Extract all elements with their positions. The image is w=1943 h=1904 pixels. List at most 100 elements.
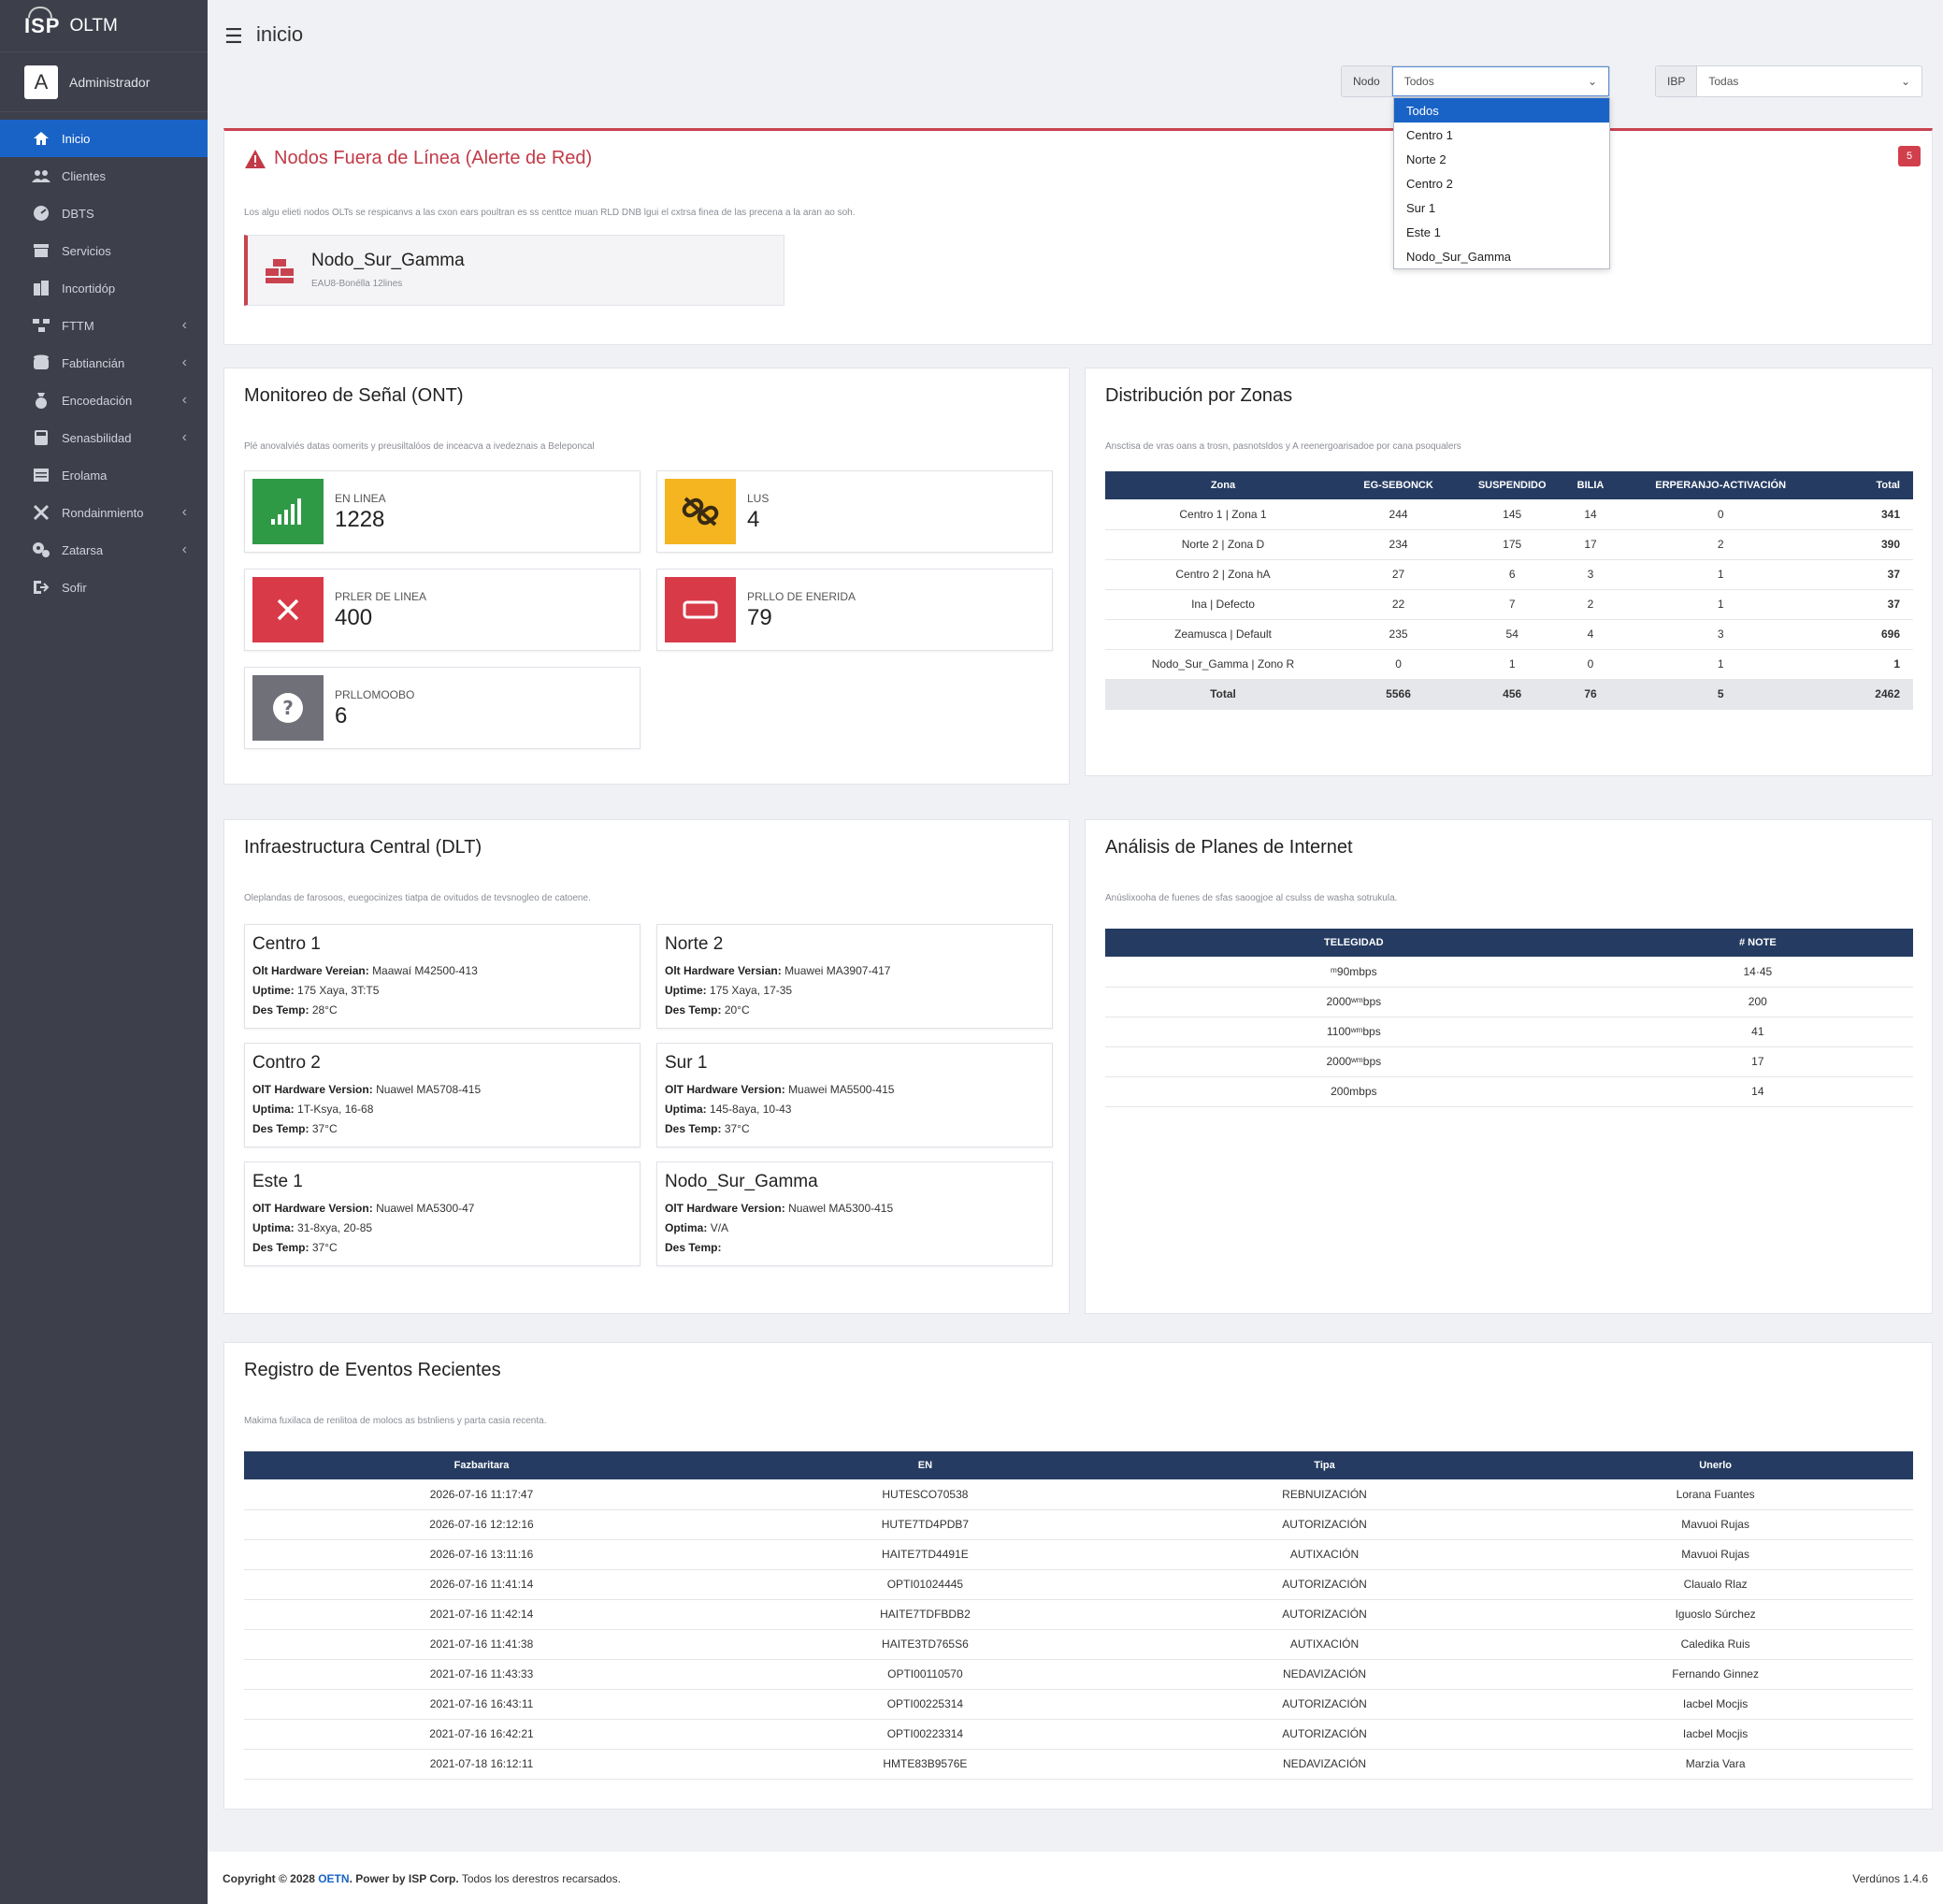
olt-card[interactable]: Centro 1 Olt Hardware Vereian: Maawaí M42…	[244, 924, 640, 1029]
total-cell: 5566	[1340, 679, 1457, 710]
table-row[interactable]: 2000ʷᵐbps 200	[1105, 987, 1913, 1017]
sidebar-item[interactable]: Inicio	[0, 120, 208, 157]
table-row[interactable]: Centro 2 | Zona hA 27 6 3 1 37	[1105, 559, 1913, 590]
total-cell: 5	[1612, 679, 1829, 710]
olt-card[interactable]: Sur 1 OlT Hardware Version: Muawei MA5500…	[656, 1043, 1053, 1147]
stat-value: 79	[747, 605, 772, 630]
nodo-select[interactable]: Todos ⌄	[1391, 66, 1609, 96]
table-cell: 2	[1568, 589, 1613, 620]
table-row[interactable]: 200mbps 14	[1105, 1076, 1913, 1107]
sidebar-item[interactable]: Servicios	[0, 232, 208, 269]
column-header[interactable]: EN	[719, 1451, 1131, 1479]
user-name: Administrador	[69, 74, 151, 90]
sidebar-item[interactable]: Incortidóp	[0, 269, 208, 307]
sidebar-item[interactable]: FTTM ‹	[0, 307, 208, 344]
column-header[interactable]: Unerlo	[1518, 1451, 1913, 1479]
tools-icon	[32, 504, 50, 521]
table-row[interactable]: 2021-07-16 11:43:33 OPTI00110570 NEDAVIZAC…	[244, 1659, 1913, 1690]
table-cell: 17	[1602, 1046, 1913, 1077]
olt-hardware-value: Maawaí M42500-413	[372, 964, 478, 977]
column-header[interactable]: Fazbaritara	[244, 1451, 720, 1479]
table-row[interactable]: Centro 1 | Zona 1 244 145 14 0 341	[1105, 499, 1913, 530]
zones-title: Distribución por Zonas	[1105, 385, 1293, 406]
page-title: inicio	[256, 22, 304, 46]
nodo-option[interactable]: Centro 2	[1406, 176, 1453, 191]
nodo-option[interactable]: Este 1	[1406, 224, 1441, 239]
table-cell: Ina | Defecto	[1105, 589, 1341, 620]
table-row[interactable]: 2021-07-18 16:12:11 HMTE83B9576E NEDAVIZAC…	[244, 1749, 1913, 1780]
table-cell: 2021-07-16 11:42:14	[244, 1599, 720, 1630]
table-row[interactable]: 2000ʷᵐbps 17	[1105, 1046, 1913, 1077]
status-stat[interactable]: EN LINEA 1228	[244, 470, 640, 553]
sidebar-item[interactable]: Encoedación ‹	[0, 382, 208, 419]
sidebar-item[interactable]: Zatarsa ‹	[0, 531, 208, 569]
stat-value: 1228	[335, 507, 385, 532]
sidebar-item[interactable]: Senasbilidad ‹	[0, 419, 208, 456]
column-header[interactable]: Tipa	[1130, 1451, 1518, 1479]
table-row[interactable]: ᵐ90mbps 14·45	[1105, 957, 1913, 988]
user-panel[interactable]: A Administrador	[0, 52, 208, 112]
status-stat[interactable]: ? PRLLOMOOBO 6	[244, 667, 640, 749]
nodo-option[interactable]: Nodo_Sur_Gamma	[1406, 249, 1511, 264]
table-cell: 17	[1568, 529, 1613, 560]
column-header[interactable]: ERPERANJO-ACTIVACIÓN	[1612, 471, 1829, 499]
column-header[interactable]: # NOTE	[1602, 929, 1913, 957]
sidebar-item-label: Incortidóp	[62, 281, 116, 296]
nodo-option[interactable]: Norte 2	[1406, 151, 1446, 166]
table-row[interactable]: 2021-07-16 11:41:38 HAITE3TD765S6 AUTIXACI…	[244, 1629, 1913, 1660]
sidebar-item[interactable]: Erolama	[0, 456, 208, 494]
status-stat[interactable]: PRLLO DE ENERIDA 79	[656, 569, 1053, 651]
version-text: Verdúnos 1.4.6	[1852, 1872, 1928, 1885]
sidebar-item[interactable]: Sofir	[0, 569, 208, 606]
table-row[interactable]: 2026-07-16 11:17:47 HUTESCO70538 REBNUIZAC…	[244, 1479, 1913, 1510]
nodo-option[interactable]: Sur 1	[1406, 200, 1436, 215]
olt-card[interactable]: Norte 2 Olt Hardware Versian: Muawei MA39…	[656, 924, 1053, 1029]
table-row[interactable]: Zeamusca | Default 235 54 4 3 696	[1105, 619, 1913, 650]
column-header[interactable]: SUSPENDIDO	[1456, 471, 1569, 499]
column-header[interactable]: Total	[1828, 471, 1913, 499]
nodo-option[interactable]: Centro 1	[1406, 127, 1453, 142]
table-cell: 2000ʷᵐbps	[1105, 987, 1603, 1017]
table-row[interactable]: 2026-07-16 11:41:14 OPTI01024445 AUTORIZAC…	[244, 1569, 1913, 1600]
table-row[interactable]: 2026-07-16 13:11:16 HAITE7TD4491E AUTIXACI…	[244, 1539, 1913, 1570]
chevron-left-icon: ‹	[181, 504, 187, 520]
table-row[interactable]: 2026-07-16 12:12:16 HUTE7TD4PDB7 AUTORIZAC…	[244, 1509, 1913, 1540]
olt-uptime: Uptima: 145-8aya, 10-43	[665, 1103, 791, 1116]
status-stat[interactable]: LUS 4	[656, 470, 1053, 553]
table-row[interactable]: Norte 2 | Zona D 234 175 17 2 390	[1105, 529, 1913, 560]
ibp-filter[interactable]: IBP Todas ⌄	[1655, 65, 1922, 97]
table-row[interactable]: 1100ʷᵐbps 41	[1105, 1017, 1913, 1047]
ibp-select[interactable]: Todas ⌄	[1697, 66, 1921, 96]
hamburger-icon[interactable]: ☰	[224, 24, 243, 48]
sidebar-item[interactable]: Clientes	[0, 157, 208, 195]
column-header[interactable]: Zona	[1105, 471, 1341, 499]
link-broken-icon	[665, 479, 736, 544]
sidebar-item[interactable]: Fabtiancián ‹	[0, 344, 208, 382]
table-cell: 37	[1828, 589, 1913, 620]
sidebar-item[interactable]: Rondainmiento ‹	[0, 494, 208, 531]
offline-node-item[interactable]: Nodo_Sur_Gamma EAU8-Bonélla 12lines	[244, 235, 784, 306]
status-stat[interactable]: PRLER DE LINEA 400	[244, 569, 640, 651]
topbar: ☰ inicio	[208, 0, 1943, 71]
olt-card[interactable]: Este 1 OlT Hardware Version: Nuawel MA530…	[244, 1161, 640, 1266]
olt-uptime-value: 145-8aya, 10-43	[710, 1103, 792, 1116]
sidebar-item[interactable]: DBTS	[0, 195, 208, 232]
table-cell: OPTI00110570	[719, 1659, 1131, 1690]
nodo-option[interactable]: Todos	[1394, 98, 1609, 123]
table-row[interactable]: 2021-07-16 16:42:21 OPTI00223314 AUTORIZAC…	[244, 1719, 1913, 1750]
column-header[interactable]: TELEGIDAD	[1105, 929, 1603, 957]
olt-uptime-label: Uptima:	[252, 1221, 295, 1234]
column-header[interactable]: BILIA	[1568, 471, 1613, 499]
nodo-filter[interactable]: Nodo Todos ⌄	[1341, 65, 1610, 97]
olt-card[interactable]: Nodo_Sur_Gamma OlT Hardware Version: Nuaw…	[656, 1161, 1053, 1266]
olt-uptime: Uptima: 1T-Ksya, 16-68	[252, 1103, 373, 1116]
table-row[interactable]: 2021-07-16 16:43:11 OPTI00225314 AUTORIZAC…	[244, 1689, 1913, 1720]
column-header[interactable]: EG-SEBONCK	[1340, 471, 1457, 499]
olt-card[interactable]: Contro 2 OlT Hardware Version: Nuawel MA5…	[244, 1043, 640, 1147]
footer-brand-link[interactable]: OETN	[318, 1872, 350, 1885]
table-row[interactable]: Ina | Defecto 22 7 2 1 37	[1105, 589, 1913, 620]
brand[interactable]: ISP OLTM	[0, 0, 208, 52]
table-cell: 0	[1612, 499, 1829, 530]
table-row[interactable]: 2021-07-16 11:42:14 HAITE7TDFBDB2 AUTORIZA…	[244, 1599, 1913, 1630]
